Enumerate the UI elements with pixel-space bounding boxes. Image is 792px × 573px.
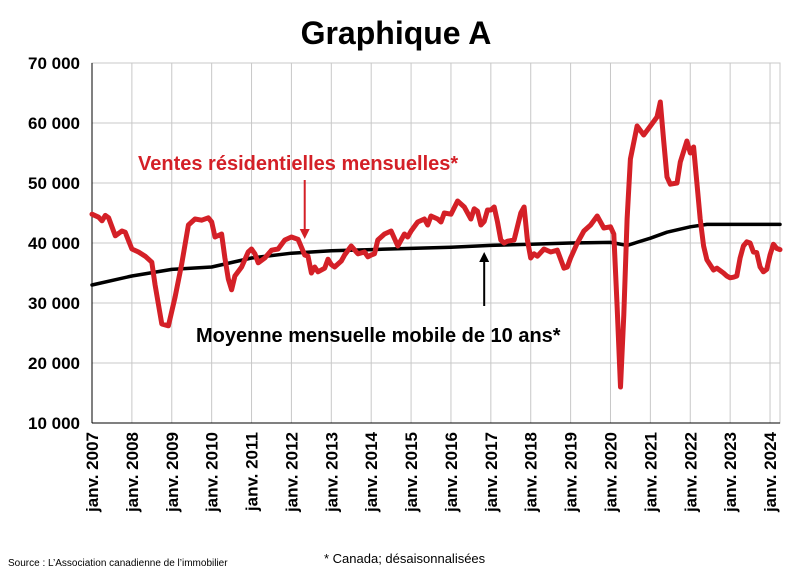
y-tick-label: 70 000 — [28, 54, 80, 73]
grid — [91, 62, 781, 424]
annotations: Ventes résidentielles mensuelles* Moyenn… — [138, 153, 561, 347]
x-tick-label: janv. 2024 — [761, 431, 780, 513]
x-tick-label: janv. 2015 — [402, 432, 421, 513]
x-tick-label: janv. 2012 — [282, 432, 301, 513]
y-tick-label: 30 000 — [28, 294, 80, 313]
series-line-sales — [89, 99, 783, 390]
footnote: * Canada; désaisonnalisées — [324, 551, 486, 566]
x-tick-label: janv. 2011 — [243, 432, 262, 512]
series-group — [89, 99, 783, 390]
x-tick-label: janv. 2023 — [721, 432, 740, 513]
source-note: Source : L’Association canadienne de l’i… — [8, 558, 228, 569]
annotation-sales: Ventes résidentielles mensuelles* — [138, 153, 458, 175]
x-tick-label: janv. 2013 — [322, 432, 341, 513]
y-tick-label: 40 000 — [28, 234, 80, 253]
x-tick-label: janv. 2019 — [562, 432, 581, 513]
x-tick-label: janv. 2020 — [601, 432, 620, 513]
x-tick-label: janv. 2010 — [203, 432, 222, 513]
x-tick-label: janv. 2008 — [123, 432, 142, 513]
x-tick-label: janv. 2017 — [482, 432, 501, 513]
y-tick-label: 20 000 — [28, 354, 80, 373]
x-tick-label: janv. 2021 — [641, 432, 660, 513]
y-tick-label: 60 000 — [28, 114, 80, 133]
y-axis-ticks: 10 000 20 000 30 000 40 000 50 000 60 000 70 0… — [28, 54, 80, 433]
y-tick-label: 10 000 — [28, 414, 80, 433]
x-tick-label: janv. 2016 — [442, 432, 461, 513]
series-line-average — [90, 222, 782, 287]
x-tick-label: janv. 2022 — [681, 432, 700, 513]
arrowhead-sales — [299, 229, 310, 239]
y-tick-label: 50 000 — [28, 174, 80, 193]
x-tick-label: janv. 2014 — [362, 431, 381, 513]
x-axis-ticks: janv. 2007 janv. 2008 janv. 2009 janv. 2010… — [83, 431, 780, 513]
arrowhead-average — [479, 252, 490, 262]
x-tick-label: janv. 2007 — [83, 432, 102, 513]
annotation-average: Moyenne mensuelle mobile de 10 ans* — [196, 325, 561, 347]
x-tick-label: janv. 2018 — [522, 432, 541, 513]
x-tick-label: janv. 2009 — [163, 432, 182, 513]
chart-title: Graphique A — [301, 15, 492, 51]
